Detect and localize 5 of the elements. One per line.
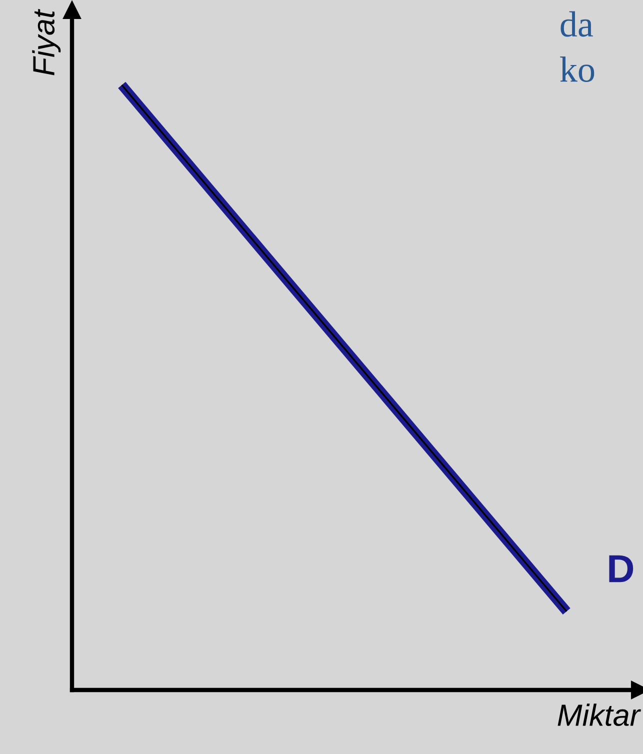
text: ko <box>560 56 594 82</box>
text: da <box>560 11 593 37</box>
x-axis-title: Miktar <box>558 704 642 726</box>
annotation: D <box>609 555 634 582</box>
y-axis-title: Fiyat <box>32 8 61 76</box>
